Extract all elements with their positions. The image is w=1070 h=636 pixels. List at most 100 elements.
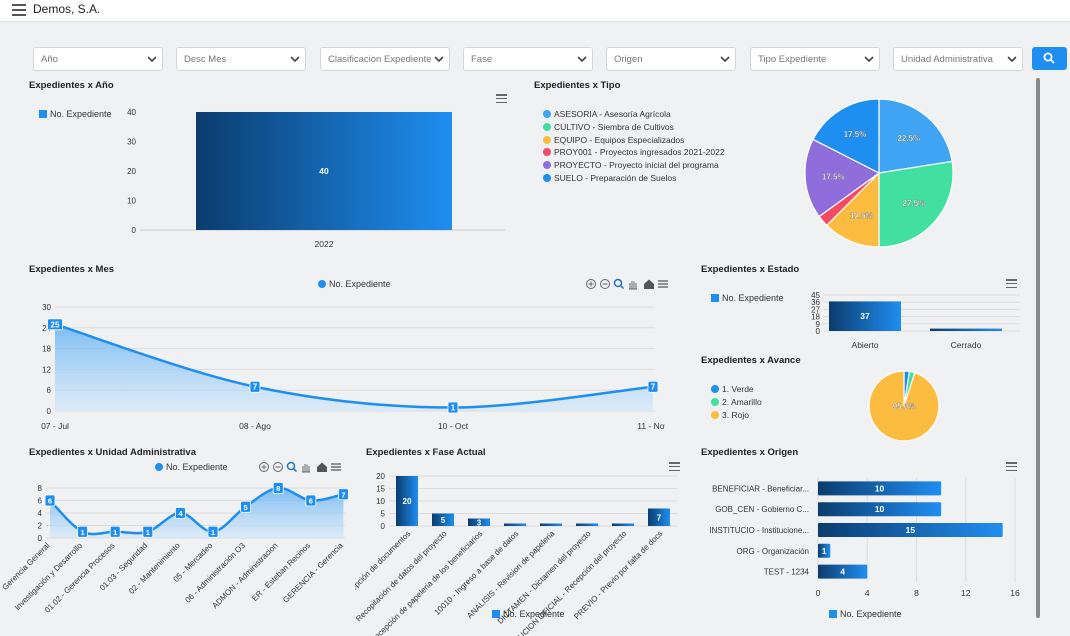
magnify-icon[interactable] (286, 461, 298, 473)
legend-anio[interactable]: No. Expediente (39, 109, 112, 119)
legend-item[interactable]: PROY001 - Proyectos ingresados 2021-2022 (543, 146, 725, 159)
y-tick-label: 30 (42, 303, 51, 312)
slice-label: 17.5% (844, 130, 867, 139)
data-label: 4 (840, 567, 845, 577)
panel-title-tipo: Expedientes x Tipo (534, 80, 621, 91)
legend-item[interactable]: EQUIPO - Equipos Especializados (543, 134, 725, 147)
legend-item[interactable]: 3. Rojo (711, 409, 762, 422)
chevron-down-icon (864, 56, 874, 63)
x-tick-label: 06 - Administración O3 (183, 541, 247, 605)
legend-item[interactable]: 1. Verde (711, 383, 762, 396)
pie-slice (868, 370, 940, 442)
data-label: 1 (822, 546, 827, 556)
data-point (249, 380, 261, 393)
zoom-in-icon[interactable] (586, 279, 596, 289)
legend-marker (711, 294, 719, 302)
chart-toolbar-unidad (259, 461, 341, 473)
x-tick-label: Abierto (852, 340, 879, 350)
bar (576, 523, 598, 526)
reset-home-icon[interactable] (644, 279, 654, 290)
filter-tipo-expediente[interactable]: Tipo Expediente (750, 47, 880, 71)
data-label: 5 (441, 516, 446, 525)
y-tick-label: 27 (811, 305, 820, 314)
chart-menu-icon[interactable] (331, 463, 341, 471)
legend-label: 2. Amarillo (722, 396, 762, 407)
bar (930, 328, 1002, 331)
legend-unidad[interactable]: No. Expediente (155, 462, 228, 472)
y-tick-label: 0 (381, 522, 386, 531)
zoom-out-icon[interactable] (600, 279, 610, 289)
search-button[interactable] (1032, 47, 1067, 70)
chart-menu-icon[interactable] (658, 280, 668, 288)
legend-label: No. Expediente (503, 609, 565, 619)
pan-hand-icon[interactable] (629, 281, 637, 290)
filter-unidad-administrativa[interactable]: Unidad Administrativa (893, 47, 1023, 71)
x-tick-label: 0 (816, 588, 821, 598)
data-point (47, 318, 63, 331)
data-point (305, 494, 317, 507)
magnify-icon[interactable] (613, 278, 625, 290)
legend-marker (543, 122, 551, 131)
data-point (447, 401, 459, 414)
data-label: 1 (113, 528, 117, 537)
bar (540, 523, 562, 526)
y-tick-label: 12 (42, 365, 51, 374)
app-header: Demos, S.A. (0, 0, 1070, 22)
data-label: 6 (48, 497, 52, 506)
legend-item[interactable]: 2. Amarillo (711, 396, 762, 409)
chevron-down-icon (147, 56, 157, 63)
legend-fase[interactable]: No. Expediente (492, 609, 565, 619)
chart-menu-icon[interactable] (1006, 279, 1017, 289)
x-tick-label: 10 - Oct (438, 421, 469, 431)
filter-origen[interactable]: Origen (606, 47, 736, 71)
bar (612, 523, 634, 526)
filter-anio[interactable]: Año (33, 47, 163, 71)
data-label: 1 (146, 528, 150, 537)
filter-desc-mes[interactable]: Desc Mes (176, 47, 306, 71)
chart-menu-icon[interactable] (1006, 462, 1017, 472)
filter-unidad-placeholder: Unidad Administrativa (901, 54, 993, 65)
zoom-in-icon[interactable] (259, 462, 269, 472)
chart-menu-icon[interactable] (669, 462, 680, 472)
filter-clasificacion[interactable]: Clasificacion Expediente (320, 47, 450, 71)
legend-item[interactable]: ASESORIA - Asesoría Agrícola (543, 108, 725, 121)
y-tick-label: 0 (816, 327, 821, 336)
chart-menu-icon[interactable] (496, 94, 507, 104)
legend-item[interactable]: SUELO - Preparación de Suelos (543, 172, 725, 185)
y-tick-label: 0 (38, 534, 43, 543)
legend-label: CULTIVO - Siembra de Cultivos (554, 121, 674, 132)
x-tick-label: 12 (961, 588, 971, 598)
filter-tipo-expediente-placeholder: Tipo Expediente (758, 54, 827, 65)
series-line (49, 486, 344, 536)
pan-hand-icon[interactable] (302, 464, 310, 473)
legend-origen[interactable]: No. Expediente (829, 609, 902, 619)
pie-slice (804, 138, 881, 218)
legend-item[interactable]: CULTIVO - Siembra de Cultivos (543, 121, 725, 134)
legend-item[interactable]: PROYECTO - Proyecto inicial del programa (543, 159, 725, 172)
panel-title-unidad: Expedientes x Unidad Administrativa (29, 447, 196, 458)
chevron-down-icon (434, 56, 444, 63)
filter-clasificacion-placeholder: Clasificacion Expediente (328, 54, 432, 65)
bar (818, 564, 868, 579)
legend-estado[interactable]: No. Expediente (711, 293, 784, 303)
hamburger-menu-icon[interactable] (12, 4, 26, 16)
legend-mes[interactable]: No. Expediente (318, 279, 391, 289)
reset-home-icon[interactable] (317, 462, 327, 473)
legend-marker (543, 161, 551, 170)
zoom-out-icon[interactable] (273, 462, 283, 472)
slice-label: 27.5% (903, 199, 926, 208)
legend-marker (492, 610, 500, 618)
data-point (44, 494, 56, 507)
y-tick-label: 2 (38, 522, 43, 531)
bar (396, 476, 418, 526)
legend-marker (711, 385, 719, 393)
legend-marker (39, 110, 47, 118)
data-label: 1 (451, 404, 456, 413)
bar (648, 508, 670, 526)
data-label: 7 (253, 383, 258, 392)
y-tick-label: 0 (47, 407, 52, 416)
filter-fase[interactable]: Fase (463, 47, 593, 71)
x-tick-label: 07 - Jul (41, 421, 69, 431)
page-scrollbar[interactable] (1036, 78, 1040, 618)
